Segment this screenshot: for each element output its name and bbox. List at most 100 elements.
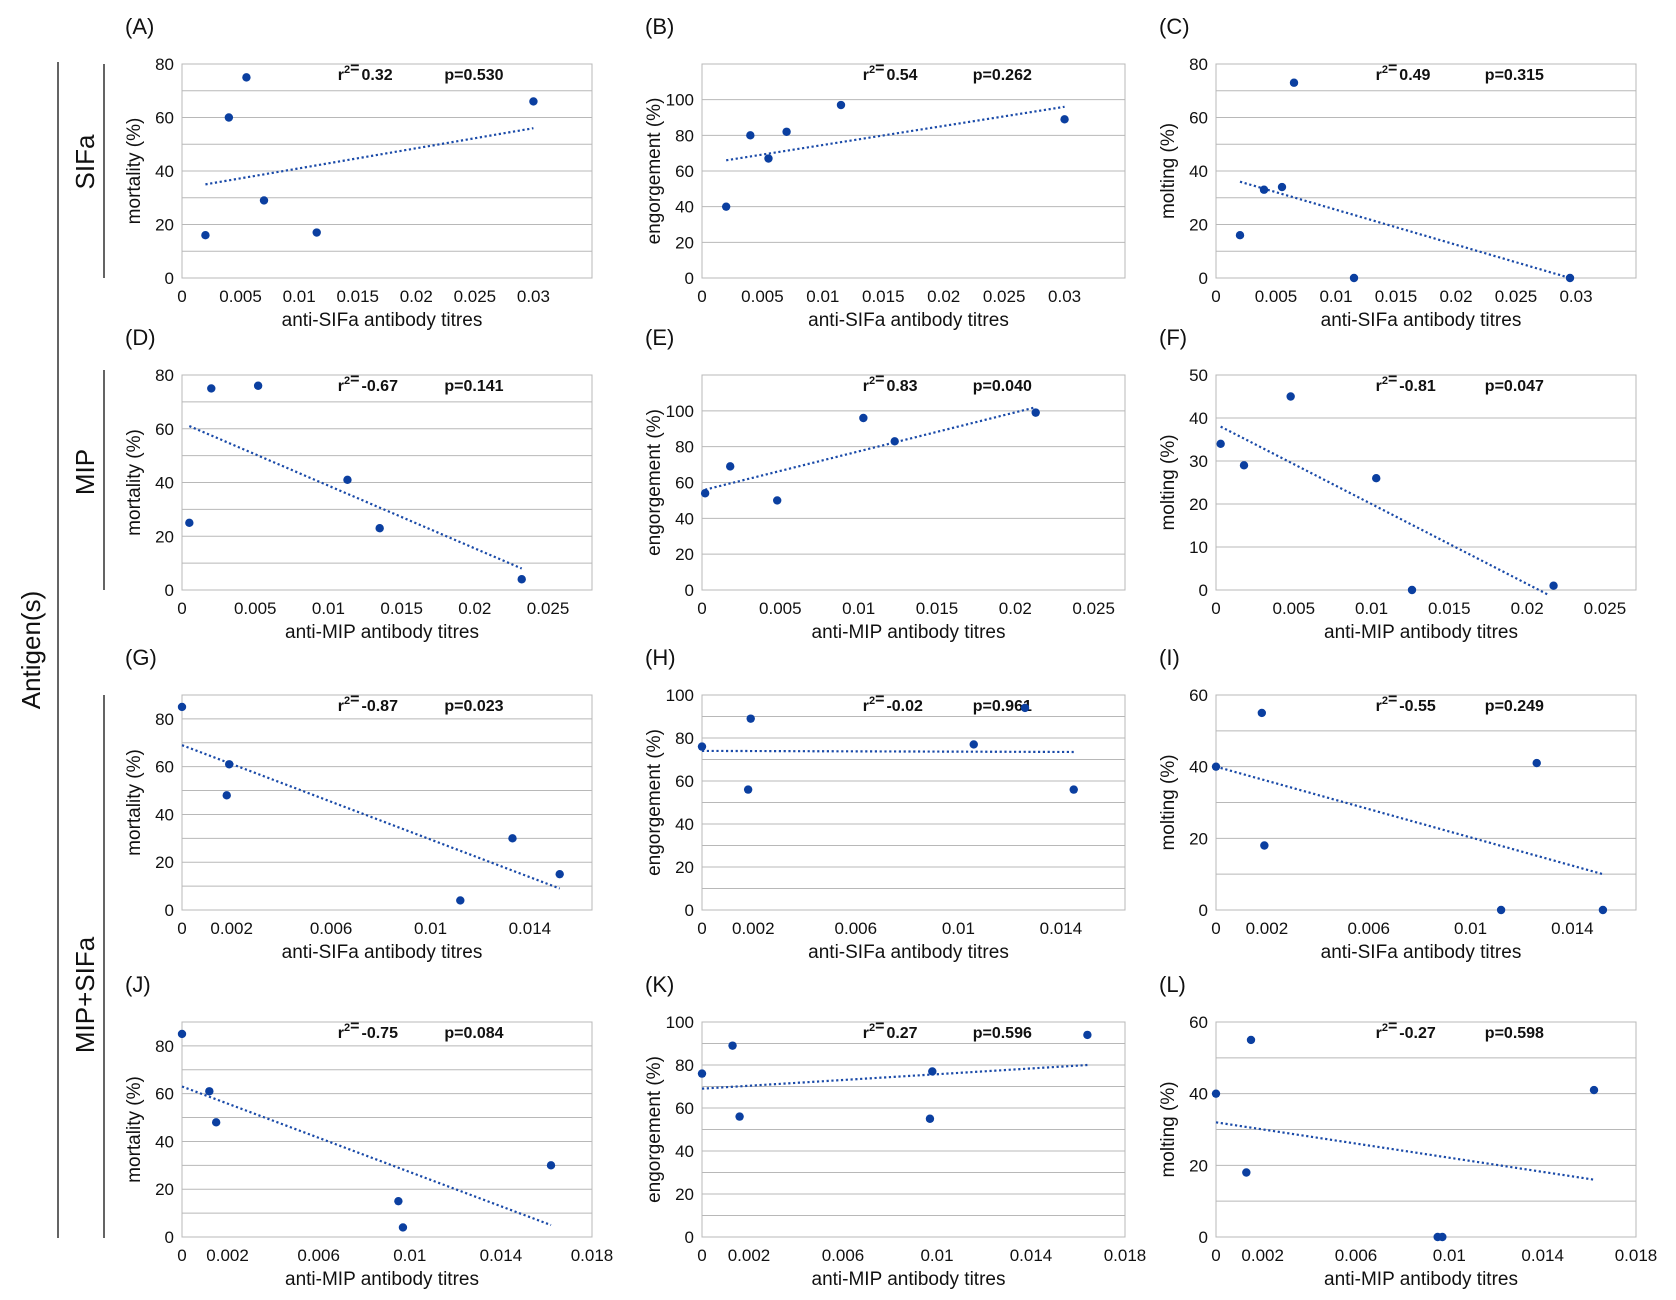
y-axis-title: engorgement (%) — [644, 729, 665, 876]
trend-line — [1215, 1121, 1595, 1181]
y-tick-label: 40 — [155, 805, 174, 824]
x-axis-title: anti-SIFa antibody titres — [1321, 310, 1522, 331]
y-tick-label: 40 — [675, 815, 694, 834]
panel-l: (L) 0 20 40 60 0 0.002 0.006 0.01 0.014 0.018 anti-… — [1158, 972, 1657, 1290]
data-point — [1372, 474, 1381, 483]
x-tick-label: 0.002 — [210, 919, 253, 938]
x-tick-label: 0.02 — [1439, 287, 1472, 306]
row-group-mip: MIP — [70, 370, 105, 590]
data-point — [890, 437, 899, 446]
x-axis-title: anti-SIFa antibody titres — [282, 310, 483, 331]
y-tick-label: 80 — [675, 729, 694, 748]
panel-label: (G) — [125, 645, 157, 670]
x-tick-label: 0.02 — [400, 287, 433, 306]
x-tick-label: 0.006 — [297, 1246, 340, 1265]
x-tick-label: 0 — [1211, 1246, 1220, 1265]
x-tick-label: 0.01 — [312, 599, 345, 618]
data-point — [546, 1161, 556, 1170]
data-point — [1589, 1085, 1599, 1095]
x-tick-label: 0.03 — [1048, 287, 1081, 306]
y-tick-label: 20 — [1189, 216, 1208, 235]
data-point — [726, 462, 735, 471]
x-tick-label: 0.014 — [1010, 1246, 1053, 1265]
x-tick-label: 0.006 — [822, 1246, 865, 1265]
data-point — [259, 196, 269, 205]
data-point — [242, 73, 251, 82]
panel-label: (B) — [645, 14, 674, 39]
y-axis-title: molting (%) — [1158, 1081, 1179, 1177]
p-value-annotation: p=0.023 — [444, 698, 503, 715]
x-axis-title: anti-MIP antibody titres — [285, 1269, 479, 1290]
data-point — [1496, 905, 1506, 915]
y-tick-label: 60 — [1189, 686, 1208, 705]
y-tick-label: 0 — [685, 901, 694, 920]
data-point — [1031, 408, 1040, 417]
p-value-annotation: p=0.596 — [973, 1025, 1032, 1042]
x-tick-label: 0.006 — [1347, 919, 1390, 938]
y-tick-label: 0 — [1199, 901, 1208, 920]
x-axis-title: anti-SIFa antibody titres — [808, 942, 1009, 963]
x-tick-label: 0 — [177, 919, 186, 938]
row-group-sifa: SIFa — [70, 64, 105, 278]
trend-line — [1220, 425, 1548, 596]
y-tick-label: 40 — [1189, 162, 1208, 181]
y-tick-label: 0 — [685, 1228, 694, 1247]
x-axis-title: anti-MIP antibody titres — [812, 1269, 1006, 1290]
y-axis-title: mortality (%) — [124, 749, 145, 856]
data-point — [205, 1087, 214, 1096]
data-point — [859, 413, 868, 423]
y-tick-label: 80 — [155, 1037, 174, 1056]
x-tick-label: 0.018 — [1104, 1246, 1147, 1265]
data-point — [375, 523, 384, 533]
y-tick-label: 60 — [675, 162, 694, 181]
x-tick-label: 0.015 — [1428, 599, 1471, 618]
row-group-label: MIP+SIFa — [70, 936, 100, 1053]
x-tick-label: 0.015 — [380, 599, 423, 618]
y-tick-label: 20 — [155, 527, 174, 546]
data-point — [1259, 185, 1269, 194]
x-tick-label: 0.01 — [942, 919, 975, 938]
data-point — [1532, 758, 1541, 768]
x-axis-title: anti-MIP antibody titres — [1324, 1269, 1518, 1290]
panel-i: (I) 0 20 40 60 0 0.002 0.006 0.01 0.014 anti-SIFa … — [1158, 645, 1637, 963]
x-axis-title: anti-SIFa antibody titres — [808, 310, 1009, 331]
data-point — [1020, 703, 1030, 713]
p-value-annotation: p=0.262 — [973, 67, 1032, 84]
x-tick-label: 0.002 — [1241, 1246, 1284, 1265]
y-tick-label: 60 — [155, 109, 174, 128]
data-point — [1216, 439, 1225, 448]
x-tick-label: 0.014 — [480, 1246, 523, 1265]
x-tick-label: 0.01 — [1454, 919, 1487, 938]
data-point — [721, 202, 731, 211]
x-tick-label: 0.014 — [1521, 1246, 1564, 1265]
data-point — [1598, 905, 1608, 915]
y-tick-label: 0 — [685, 269, 694, 288]
data-point — [746, 714, 755, 723]
x-tick-label: 0.01 — [1319, 287, 1352, 306]
data-point — [743, 785, 753, 794]
y-tick-label: 80 — [155, 366, 174, 385]
x-tick-label: 0.025 — [454, 287, 497, 306]
y-tick-label: 80 — [155, 55, 174, 74]
x-tick-label: 0.006 — [310, 919, 353, 938]
data-point — [1246, 1035, 1256, 1045]
data-point — [697, 742, 707, 751]
y-tick-label: 0 — [1199, 581, 1208, 600]
data-point — [1069, 785, 1078, 794]
trend-line — [181, 1085, 552, 1227]
x-tick-label: 0 — [1211, 287, 1220, 306]
y-tick-label: 40 — [155, 1132, 174, 1151]
y-tick-label: 0 — [165, 269, 174, 288]
p-value-annotation: p=0.315 — [1485, 67, 1544, 84]
panel-b: (B) 0 20 40 60 80 100 0 0.005 0.01 0.015 0.02 0.025 0… — [644, 14, 1126, 331]
y-tick-label: 20 — [1189, 1156, 1208, 1175]
p-value-annotation: p=0.084 — [444, 1025, 503, 1042]
data-point — [1083, 1030, 1092, 1040]
data-point — [1257, 708, 1267, 718]
y-tick-label: 0 — [165, 1228, 174, 1247]
x-tick-label: 0.014 — [1551, 919, 1594, 938]
data-point — [211, 1118, 221, 1127]
x-tick-label: 0.002 — [728, 1246, 771, 1265]
r2-annotation: r2= -0.87 — [338, 691, 398, 715]
trend-line — [205, 127, 534, 186]
